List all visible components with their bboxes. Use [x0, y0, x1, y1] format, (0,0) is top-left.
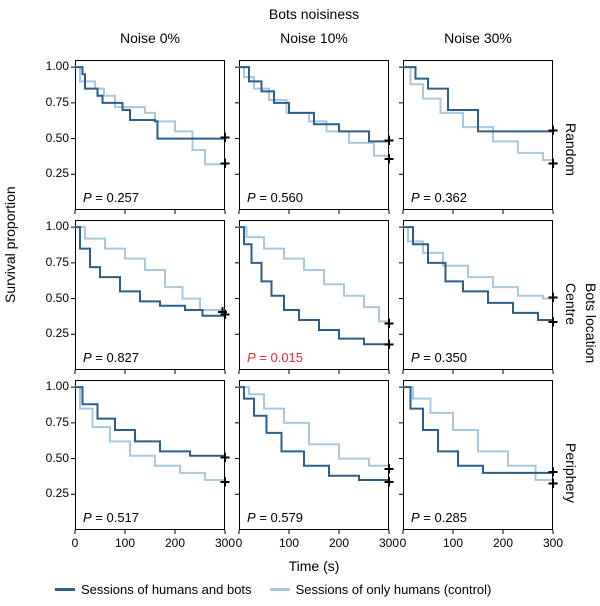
survival-curve-control [239, 387, 389, 470]
p-value-label: P = 0.015 [247, 350, 303, 365]
survival-curve-control [75, 387, 225, 483]
super-title: Bots noisiness [75, 6, 553, 22]
x-tick-label: 300 [533, 536, 573, 550]
y-tick-label: 0.75 [35, 95, 69, 109]
p-value-label: P = 0.257 [83, 190, 139, 205]
row-label: Centre [563, 283, 579, 303]
survival-curve-bots [75, 227, 225, 316]
panel: ++P = 0.362 [403, 60, 553, 210]
survival-curve-bots [75, 387, 225, 458]
censor-marker: + [220, 448, 231, 468]
p-value-label: P = 0.517 [83, 510, 139, 525]
column-label: Noise 0% [75, 30, 225, 46]
row-label: Random [563, 123, 579, 143]
survival-curve-bots [75, 67, 225, 138]
y-tick-label: 1.00 [35, 59, 69, 73]
x-tick-label: 100 [269, 536, 309, 550]
x-tick-label: 200 [483, 536, 523, 550]
y-tick-label: 0.25 [35, 486, 69, 500]
censor-marker: + [384, 130, 395, 150]
survival-curve-bots [239, 67, 389, 141]
y-tick-label: 1.00 [35, 379, 69, 393]
column-label: Noise 30% [403, 30, 553, 46]
survival-curve-control [403, 227, 553, 298]
y-tick-label: 0.50 [35, 451, 69, 465]
legend-label: Sessions of only humans (control) [296, 582, 492, 597]
panel-svg: ++ [403, 60, 553, 210]
panel: ++P = 0.560 [239, 60, 389, 210]
censor-marker: + [548, 153, 559, 173]
row-label: Periphery [563, 443, 579, 463]
x-tick-label: 100 [105, 536, 145, 550]
censor-marker: + [220, 305, 231, 325]
p-value-label: P = 0.362 [411, 190, 467, 205]
legend: Sessions of humans and bots Sessions of o… [55, 582, 491, 597]
legend-swatch [270, 588, 290, 591]
panel: ++0.250.500.751.00P = 0.827 [75, 220, 225, 370]
survival-curve-bots [239, 387, 389, 483]
legend-item: Sessions of humans and bots [55, 582, 252, 597]
censor-marker: + [384, 313, 395, 333]
survival-curve-control [75, 227, 225, 313]
y-tick-label: 0.50 [35, 291, 69, 305]
panel-svg: ++ [75, 60, 225, 210]
survival-curve-control [403, 387, 553, 484]
censor-marker: + [548, 120, 559, 140]
y-axis-label: Survival proportion [2, 283, 18, 303]
x-tick-label: 0 [219, 536, 259, 550]
censor-marker: + [548, 462, 559, 482]
censor-marker: + [548, 312, 559, 332]
censor-marker: + [384, 335, 395, 355]
panel-svg: ++ [75, 220, 225, 370]
censor-marker: + [220, 128, 231, 148]
p-value-label: P = 0.579 [247, 510, 303, 525]
survival-curve-control [75, 67, 225, 164]
x-axis-label: Time (s) [75, 558, 553, 574]
right-axis-super-label: Bots location [583, 283, 599, 303]
legend-swatch [55, 588, 75, 591]
panel: ++P = 0.015 [239, 220, 389, 370]
y-tick-label: 0.75 [35, 255, 69, 269]
column-label: Noise 10% [239, 30, 389, 46]
panel: ++0.250.500.751.000100200300P = 0.517 [75, 380, 225, 530]
survival-curve-bots [403, 227, 553, 323]
panel: ++0.250.500.751.00P = 0.257 [75, 60, 225, 210]
panel-svg: ++ [403, 220, 553, 370]
survival-figure: Bots noisiness Noise 0% Noise 10% Noise 30%… [0, 0, 600, 606]
p-value-label: P = 0.827 [83, 350, 139, 365]
y-tick-label: 0.75 [35, 415, 69, 429]
censor-marker: + [384, 472, 395, 492]
panel-svg: ++ [239, 60, 389, 210]
censor-marker: + [220, 472, 231, 492]
legend-label: Sessions of humans and bots [81, 582, 252, 597]
x-tick-label: 200 [155, 536, 195, 550]
x-tick-label: 0 [383, 536, 423, 550]
p-value-label: P = 0.350 [411, 350, 467, 365]
panel-svg: ++ [239, 220, 389, 370]
legend-item: Sessions of only humans (control) [270, 582, 492, 597]
y-tick-label: 0.50 [35, 131, 69, 145]
y-tick-label: 0.25 [35, 166, 69, 180]
x-tick-label: 200 [319, 536, 359, 550]
panel: ++0100200300P = 0.285 [403, 380, 553, 530]
x-tick-label: 0 [55, 536, 95, 550]
censor-marker: + [384, 149, 395, 169]
panel: ++P = 0.350 [403, 220, 553, 370]
x-tick-label: 100 [433, 536, 473, 550]
y-tick-label: 1.00 [35, 219, 69, 233]
panel-svg: ++ [75, 380, 225, 530]
panel-svg: ++ [239, 380, 389, 530]
panel: ++0100200300P = 0.579 [239, 380, 389, 530]
censor-marker: + [548, 288, 559, 308]
panel-svg: ++ [403, 380, 553, 530]
p-value-label: P = 0.560 [247, 190, 303, 205]
censor-marker: + [220, 153, 231, 173]
y-tick-label: 0.25 [35, 326, 69, 340]
p-value-label: P = 0.285 [411, 510, 467, 525]
survival-curve-bots [239, 227, 389, 346]
